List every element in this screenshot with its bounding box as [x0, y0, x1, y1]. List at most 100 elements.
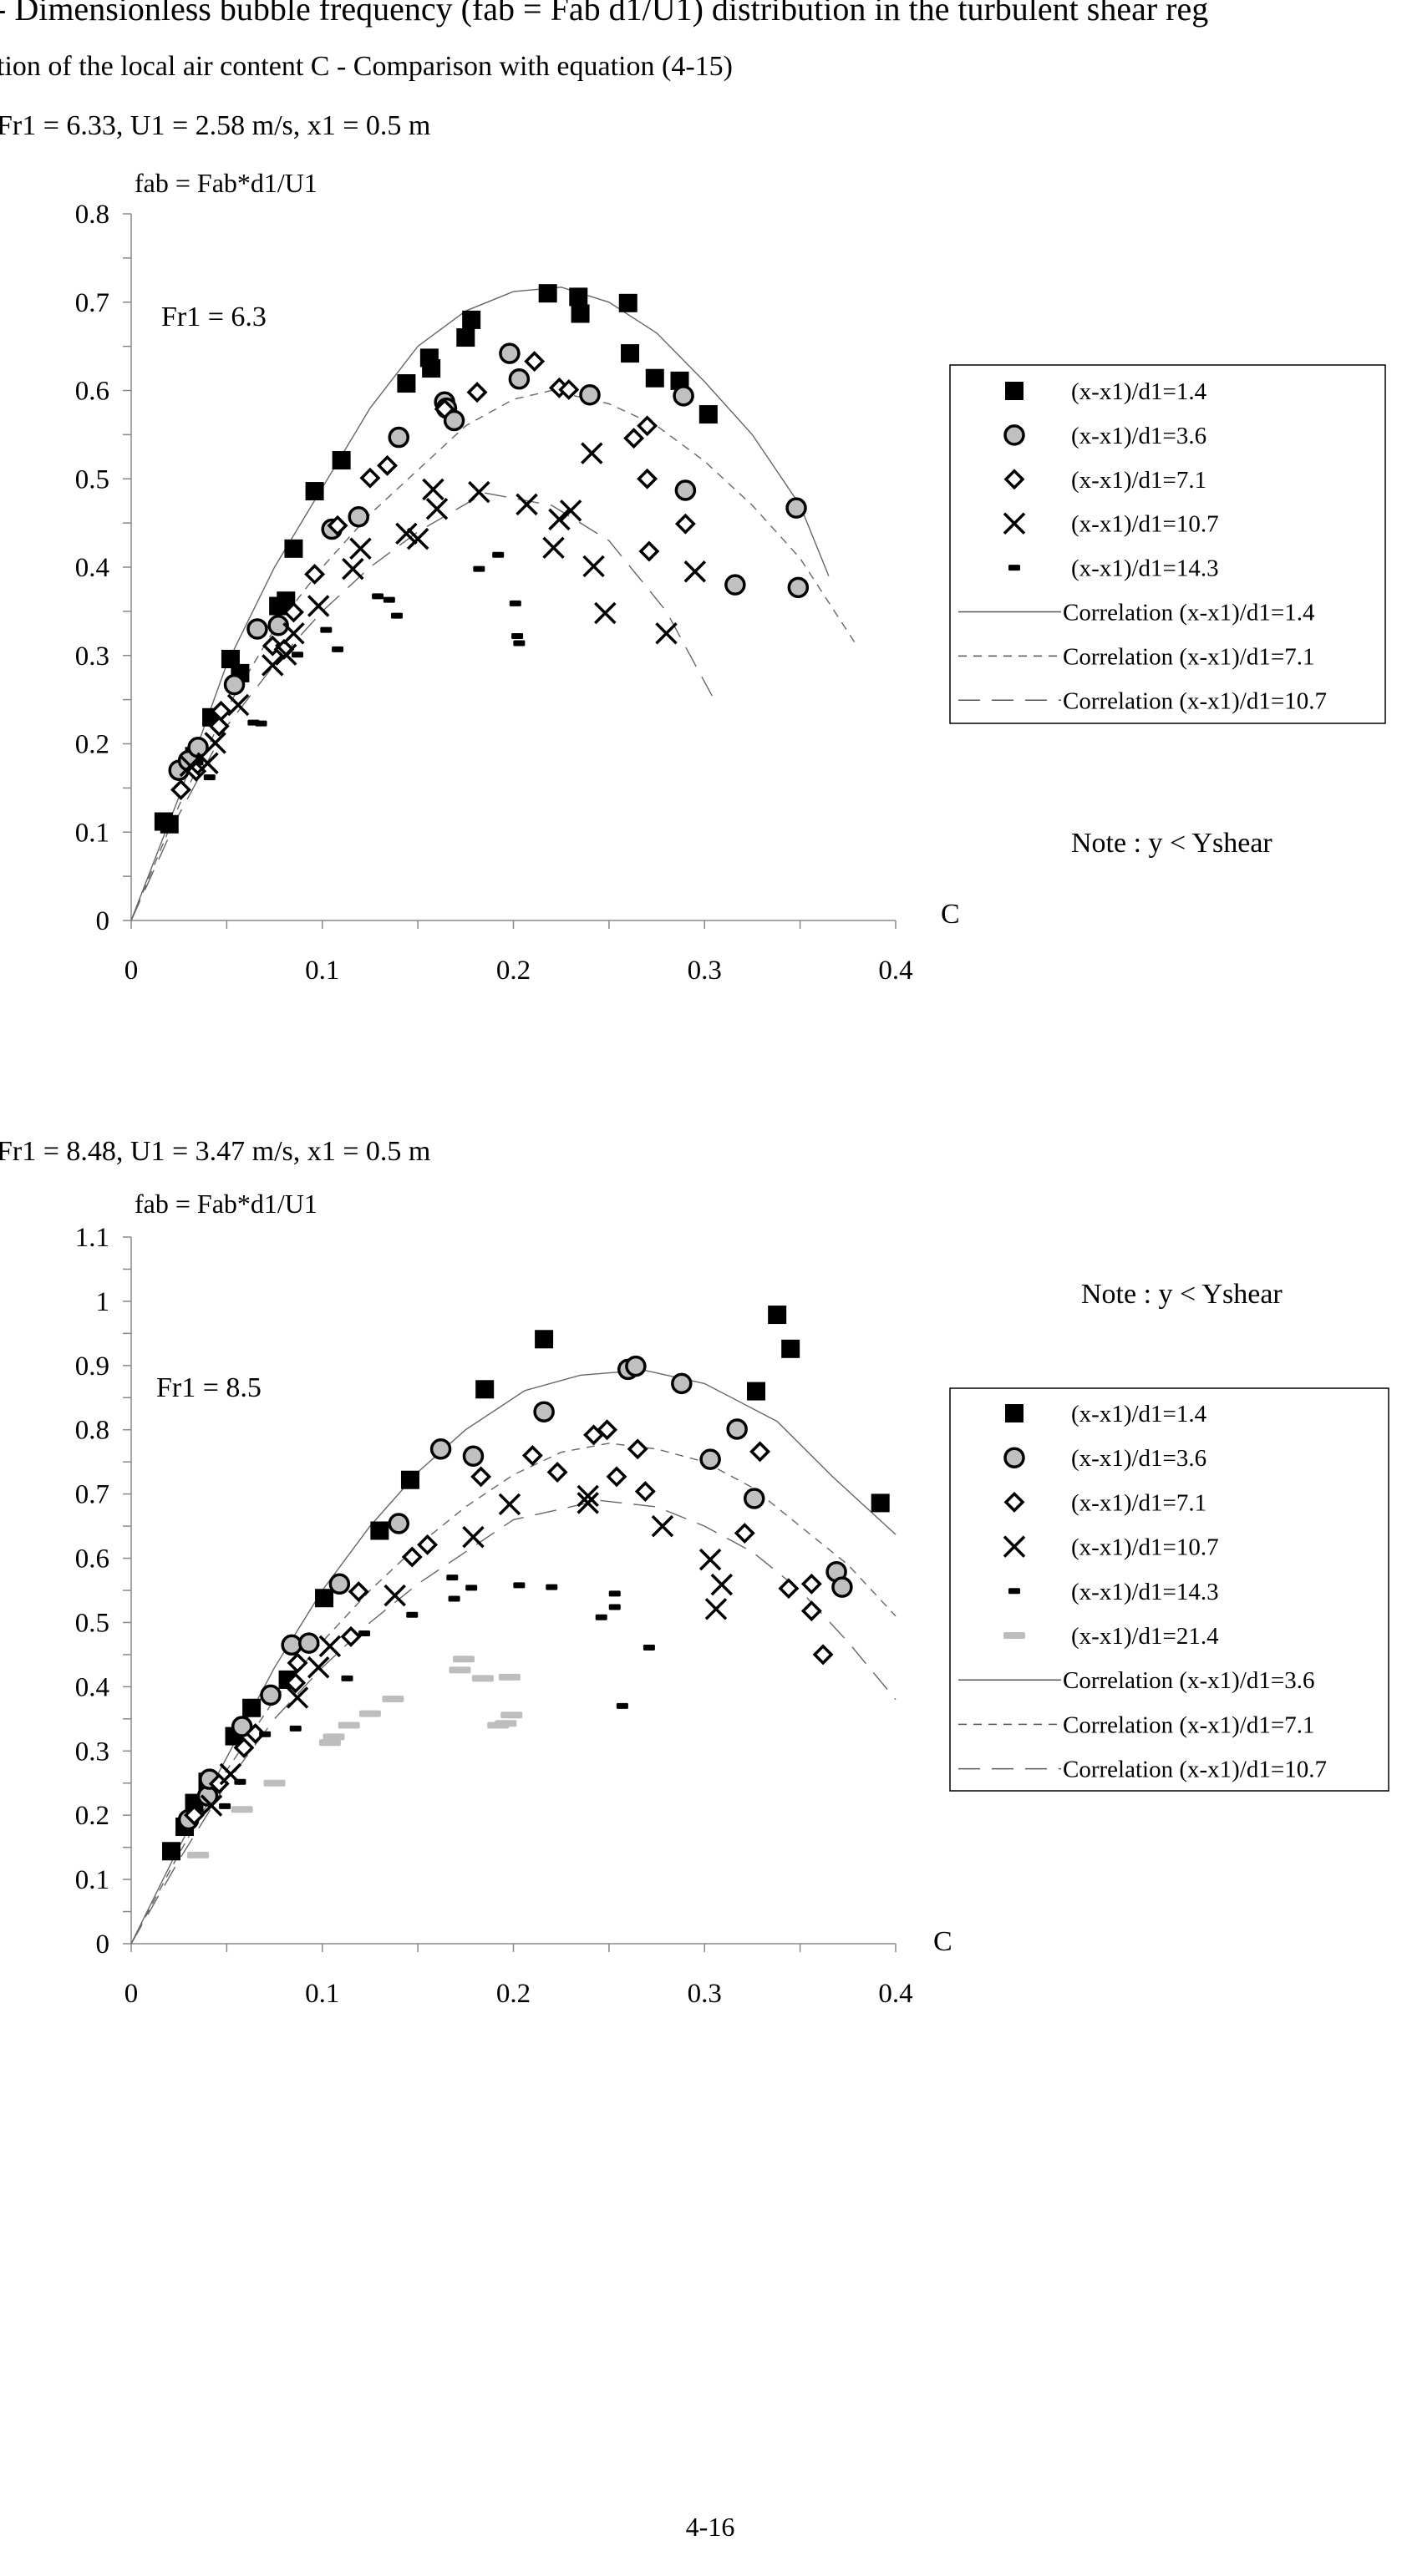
data-point — [498, 1493, 521, 1516]
legend-marker — [1003, 1535, 1026, 1558]
correlation-curve — [130, 1499, 897, 1945]
data-point — [358, 1710, 381, 1717]
data-point — [462, 1445, 485, 1468]
data-point — [341, 1675, 353, 1681]
data-point — [749, 1441, 771, 1463]
data-point — [500, 1711, 523, 1719]
data-point — [655, 622, 678, 645]
y-tick-label: 0.7 — [75, 1480, 109, 1510]
note-annotation: Note : y < Yshear — [1081, 1279, 1283, 1310]
data-point — [242, 1698, 262, 1717]
data-point — [492, 551, 505, 558]
legend-label: (x-x1)/d1=10.7 — [1071, 511, 1219, 538]
data-point — [297, 1632, 320, 1654]
data-point — [348, 505, 369, 528]
data-point — [471, 1675, 494, 1682]
correlation-curve — [130, 287, 830, 921]
data-point — [698, 1548, 722, 1571]
froude-annotation: Fr1 = 6.3 — [161, 302, 267, 332]
data-point — [262, 654, 284, 677]
data-point — [499, 342, 521, 364]
y-tick-label: 0.1 — [75, 1865, 109, 1895]
data-point — [597, 1419, 618, 1441]
data-point — [231, 1716, 253, 1737]
data-point — [281, 1634, 302, 1656]
data-point — [800, 1573, 822, 1595]
legend-marker — [1005, 1404, 1024, 1422]
data-point — [449, 1666, 471, 1674]
legend-marker — [1003, 1447, 1025, 1468]
data-point — [645, 368, 664, 388]
data-point — [425, 497, 449, 520]
data-point — [358, 1630, 371, 1637]
chart-fr1-6-3: Fr1 = 6.33, U1 = 2.58 m/s, x1 = 0.5 m fa… — [0, 110, 1386, 986]
data-point — [390, 612, 403, 619]
chart-fr1-8-5: Fr1 = 8.48, U1 = 3.47 m/s, x1 = 0.5 m fa… — [0, 1136, 1389, 2009]
data-point — [594, 601, 617, 625]
data-point — [429, 1438, 452, 1460]
y-axis-label: fab = Fab*d1/U1 — [135, 168, 317, 198]
data-point — [579, 384, 601, 406]
correlation-curve — [130, 1443, 897, 1945]
data-point — [508, 368, 531, 390]
x-tick-label: 0.2 — [496, 1979, 531, 2009]
data-point — [683, 560, 707, 583]
data-point — [372, 593, 384, 600]
data-point — [800, 1600, 822, 1622]
data-point — [559, 499, 582, 522]
data-point — [516, 493, 538, 516]
note-annotation: Note : y < Yshear — [1071, 828, 1272, 859]
data-point — [443, 409, 465, 432]
data-point — [546, 1462, 568, 1483]
data-point — [778, 1578, 800, 1600]
legend-label: Correlation (x-x1)/d1=10.7 — [1063, 1757, 1327, 1783]
data-point — [548, 508, 571, 531]
data-point — [643, 1644, 655, 1651]
x-tick-label: 0.1 — [305, 1979, 339, 2009]
data-point — [581, 442, 603, 464]
data-point — [651, 1514, 674, 1538]
data-point — [383, 1584, 406, 1607]
legend-marker — [1005, 382, 1024, 400]
chart-title: Fr1 = 8.48, U1 = 3.47 m/s, x1 = 0.5 m — [0, 1136, 430, 1167]
correlation-curve — [130, 389, 858, 921]
data-point — [468, 480, 490, 504]
legend-label: (x-x1)/d1=21.4 — [1071, 1623, 1219, 1650]
data-point — [812, 1644, 834, 1666]
data-point — [673, 385, 694, 407]
x-tick-label: 0.2 — [496, 956, 531, 986]
series-dash — [203, 551, 526, 781]
data-point — [263, 1779, 286, 1787]
data-point — [395, 522, 418, 545]
data-point — [608, 1604, 621, 1610]
data-point — [315, 1589, 334, 1608]
data-point — [406, 1611, 419, 1618]
y-tick-label: 0.4 — [75, 1672, 109, 1702]
data-point — [699, 1448, 721, 1470]
data-point — [511, 632, 524, 639]
series-circle — [177, 1355, 853, 1831]
data-point — [211, 700, 231, 722]
data-point — [289, 1725, 302, 1732]
legend-label: (x-x1)/d1=3.6 — [1071, 423, 1206, 449]
legend-label: (x-x1)/d1=14.3 — [1071, 1579, 1219, 1605]
data-point — [726, 1418, 748, 1440]
legend-marker — [1003, 512, 1026, 535]
data-point — [170, 779, 191, 800]
y-tick-label: 0.3 — [75, 641, 109, 672]
legend-marker — [1003, 1632, 1025, 1639]
data-point — [246, 618, 268, 640]
data-point — [558, 378, 580, 400]
data-point — [282, 601, 304, 623]
data-point — [285, 1672, 307, 1694]
y-axis-label: fab = Fab*d1/U1 — [135, 1189, 317, 1219]
data-point — [388, 1513, 409, 1534]
data-point — [383, 596, 395, 603]
data-point — [831, 1576, 853, 1598]
data-point — [338, 1722, 360, 1729]
data-point — [275, 643, 297, 666]
data-point — [359, 467, 381, 489]
data-point — [448, 1595, 460, 1602]
data-point — [370, 1521, 389, 1540]
data-point — [208, 715, 230, 737]
